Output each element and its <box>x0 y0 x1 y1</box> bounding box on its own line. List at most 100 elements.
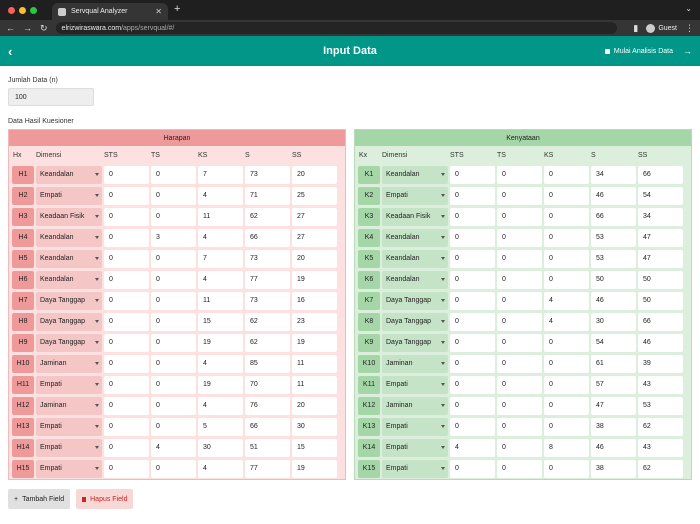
score-input[interactable]: 66 <box>591 207 636 226</box>
score-input[interactable]: 0 <box>104 354 149 373</box>
dimensi-select[interactable]: Daya Tanggap <box>382 312 448 331</box>
dimensi-select[interactable]: Keandalan <box>36 249 102 268</box>
score-input[interactable]: 53 <box>638 396 683 415</box>
score-input[interactable]: 0 <box>544 417 589 436</box>
score-input[interactable]: 7 <box>198 165 243 184</box>
score-input[interactable]: 0 <box>497 165 542 184</box>
score-input[interactable]: 34 <box>638 207 683 226</box>
score-input[interactable]: 0 <box>497 375 542 394</box>
score-input[interactable]: 0 <box>497 249 542 268</box>
dimensi-select[interactable]: Empati <box>382 186 448 205</box>
score-input[interactable]: 0 <box>497 354 542 373</box>
score-input[interactable]: 15 <box>292 438 337 457</box>
score-input[interactable]: 0 <box>104 165 149 184</box>
score-input[interactable]: 43 <box>638 438 683 457</box>
score-input[interactable]: 85 <box>245 354 290 373</box>
score-input[interactable]: 0 <box>497 438 542 457</box>
menu-kebab-icon[interactable]: ⋮ <box>685 22 694 33</box>
score-input[interactable]: 20 <box>292 165 337 184</box>
score-input[interactable]: 27 <box>292 228 337 247</box>
score-input[interactable]: 54 <box>591 333 636 352</box>
score-input[interactable]: 66 <box>638 165 683 184</box>
dimensi-select[interactable]: Keandalan <box>382 249 448 268</box>
score-input[interactable]: 4 <box>198 186 243 205</box>
dimensi-select[interactable]: Empati <box>36 186 102 205</box>
score-input[interactable]: 16 <box>292 291 337 310</box>
score-input[interactable]: 0 <box>497 186 542 205</box>
score-input[interactable]: 0 <box>104 333 149 352</box>
score-input[interactable]: 0 <box>104 417 149 436</box>
dimensi-select[interactable]: Keandalan <box>382 228 448 247</box>
dimensi-select[interactable]: Empati <box>36 417 102 436</box>
score-input[interactable]: 0 <box>151 312 196 331</box>
dimensi-select[interactable]: Empati <box>36 459 102 478</box>
score-input[interactable]: 30 <box>591 312 636 331</box>
score-input[interactable]: 43 <box>638 375 683 394</box>
delete-field-button[interactable]: Hapus Field <box>76 489 134 509</box>
score-input[interactable]: 39 <box>638 354 683 373</box>
dimensi-select[interactable]: Daya Tanggap <box>382 291 448 310</box>
dimensi-select[interactable]: Daya Tanggap <box>36 333 102 352</box>
score-input[interactable]: 5 <box>198 417 243 436</box>
dimensi-select[interactable]: Empati <box>382 417 448 436</box>
score-input[interactable]: 0 <box>151 186 196 205</box>
score-input[interactable]: 0 <box>104 396 149 415</box>
score-input[interactable]: 0 <box>450 417 495 436</box>
score-input[interactable]: 4 <box>544 291 589 310</box>
score-input[interactable]: 27 <box>292 207 337 226</box>
score-input[interactable]: 4 <box>198 270 243 289</box>
dimensi-select[interactable]: Jaminan <box>382 396 448 415</box>
score-input[interactable]: 0 <box>450 375 495 394</box>
score-input[interactable]: 0 <box>450 270 495 289</box>
score-input[interactable]: 0 <box>497 207 542 226</box>
score-input[interactable]: 47 <box>638 228 683 247</box>
score-input[interactable]: 0 <box>104 270 149 289</box>
score-input[interactable]: 50 <box>638 270 683 289</box>
tab-list-chevron-icon[interactable]: ⌄ <box>685 4 692 13</box>
score-input[interactable]: 4 <box>544 312 589 331</box>
reload-icon[interactable]: ↻ <box>40 22 48 33</box>
score-input[interactable]: 0 <box>497 459 542 478</box>
score-input[interactable]: 57 <box>591 375 636 394</box>
score-input[interactable]: 54 <box>638 186 683 205</box>
dimensi-select[interactable]: Keandalan <box>36 270 102 289</box>
score-input[interactable]: 77 <box>245 270 290 289</box>
dimensi-select[interactable]: Empati <box>36 375 102 394</box>
dimensi-select[interactable]: Daya Tanggap <box>36 291 102 310</box>
score-input[interactable]: 0 <box>497 333 542 352</box>
score-input[interactable]: 53 <box>591 249 636 268</box>
profile-button[interactable]: Guest <box>646 23 677 33</box>
minimize-window-dot[interactable] <box>19 6 26 14</box>
score-input[interactable]: 62 <box>245 207 290 226</box>
new-tab-icon[interactable]: + <box>174 3 181 15</box>
jumlah-input[interactable]: 100 <box>8 88 94 106</box>
dimensi-select[interactable]: Jaminan <box>36 354 102 373</box>
score-input[interactable]: 0 <box>450 165 495 184</box>
score-input[interactable]: 11 <box>292 375 337 394</box>
score-input[interactable]: 66 <box>245 228 290 247</box>
score-input[interactable]: 0 <box>497 228 542 247</box>
score-input[interactable]: 61 <box>591 354 636 373</box>
score-input[interactable]: 0 <box>450 207 495 226</box>
score-input[interactable]: 77 <box>245 459 290 478</box>
score-input[interactable]: 0 <box>544 354 589 373</box>
score-input[interactable]: 4 <box>151 438 196 457</box>
score-input[interactable]: 62 <box>245 333 290 352</box>
dimensi-select[interactable]: Keandalan <box>382 165 448 184</box>
score-input[interactable]: 25 <box>292 186 337 205</box>
score-input[interactable]: 0 <box>450 354 495 373</box>
score-input[interactable]: 0 <box>104 312 149 331</box>
start-analysis-button[interactable]: Mulai Analisis Data → <box>604 46 692 56</box>
score-input[interactable]: 23 <box>292 312 337 331</box>
score-input[interactable]: 19 <box>292 333 337 352</box>
score-input[interactable]: 62 <box>245 312 290 331</box>
score-input[interactable]: 0 <box>497 396 542 415</box>
score-input[interactable]: 38 <box>591 459 636 478</box>
score-input[interactable]: 34 <box>591 165 636 184</box>
score-input[interactable]: 73 <box>245 291 290 310</box>
score-input[interactable]: 0 <box>104 459 149 478</box>
score-input[interactable]: 73 <box>245 249 290 268</box>
score-input[interactable]: 8 <box>544 438 589 457</box>
score-input[interactable]: 0 <box>151 354 196 373</box>
score-input[interactable]: 0 <box>104 375 149 394</box>
